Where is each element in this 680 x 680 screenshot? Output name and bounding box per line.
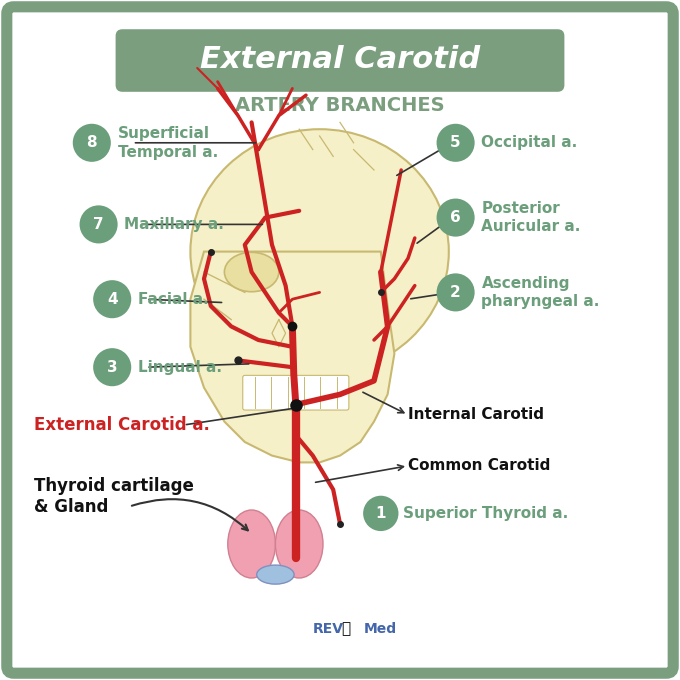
Text: Posterior
Auricular a.: Posterior Auricular a. bbox=[481, 201, 581, 235]
Text: Ascending
pharyngeal a.: Ascending pharyngeal a. bbox=[481, 275, 600, 309]
Circle shape bbox=[437, 273, 475, 311]
Circle shape bbox=[73, 124, 111, 162]
Text: ARTERY BRANCHES: ARTERY BRANCHES bbox=[235, 96, 445, 115]
Text: 1: 1 bbox=[375, 506, 386, 521]
Ellipse shape bbox=[257, 565, 294, 584]
FancyBboxPatch shape bbox=[116, 29, 564, 92]
Text: Lingual a.: Lingual a. bbox=[138, 360, 222, 375]
Text: Superficial
Temporal a.: Superficial Temporal a. bbox=[118, 126, 218, 160]
Polygon shape bbox=[190, 252, 394, 462]
Ellipse shape bbox=[224, 252, 279, 292]
Text: 5: 5 bbox=[450, 135, 461, 150]
Text: 6: 6 bbox=[450, 210, 461, 225]
Circle shape bbox=[80, 205, 118, 243]
Text: External Carotid: External Carotid bbox=[200, 45, 480, 73]
Text: Superior Thyroid a.: Superior Thyroid a. bbox=[403, 506, 568, 521]
Text: Maxillary a.: Maxillary a. bbox=[124, 217, 224, 232]
Ellipse shape bbox=[228, 510, 275, 578]
Text: 7: 7 bbox=[93, 217, 104, 232]
Text: Internal Carotid: Internal Carotid bbox=[408, 407, 544, 422]
Circle shape bbox=[363, 496, 398, 531]
Text: 4: 4 bbox=[107, 292, 118, 307]
Text: 2: 2 bbox=[450, 285, 461, 300]
FancyBboxPatch shape bbox=[7, 7, 673, 673]
Circle shape bbox=[93, 348, 131, 386]
Text: & Gland: & Gland bbox=[34, 498, 108, 515]
Text: External Carotid a.: External Carotid a. bbox=[34, 416, 210, 434]
Circle shape bbox=[437, 199, 475, 237]
Text: 3: 3 bbox=[107, 360, 118, 375]
Text: REV: REV bbox=[313, 622, 344, 636]
Ellipse shape bbox=[190, 129, 449, 374]
Ellipse shape bbox=[275, 510, 323, 578]
Text: Common Carotid: Common Carotid bbox=[408, 458, 550, 473]
Circle shape bbox=[93, 280, 131, 318]
Circle shape bbox=[437, 124, 475, 162]
Text: Med: Med bbox=[364, 622, 397, 636]
Text: Thyroid cartilage: Thyroid cartilage bbox=[34, 477, 194, 495]
FancyBboxPatch shape bbox=[243, 375, 349, 410]
Text: 🧠: 🧠 bbox=[341, 622, 350, 636]
Text: Facial a.: Facial a. bbox=[138, 292, 209, 307]
Text: 8: 8 bbox=[86, 135, 97, 150]
Text: Occipital a.: Occipital a. bbox=[481, 135, 578, 150]
